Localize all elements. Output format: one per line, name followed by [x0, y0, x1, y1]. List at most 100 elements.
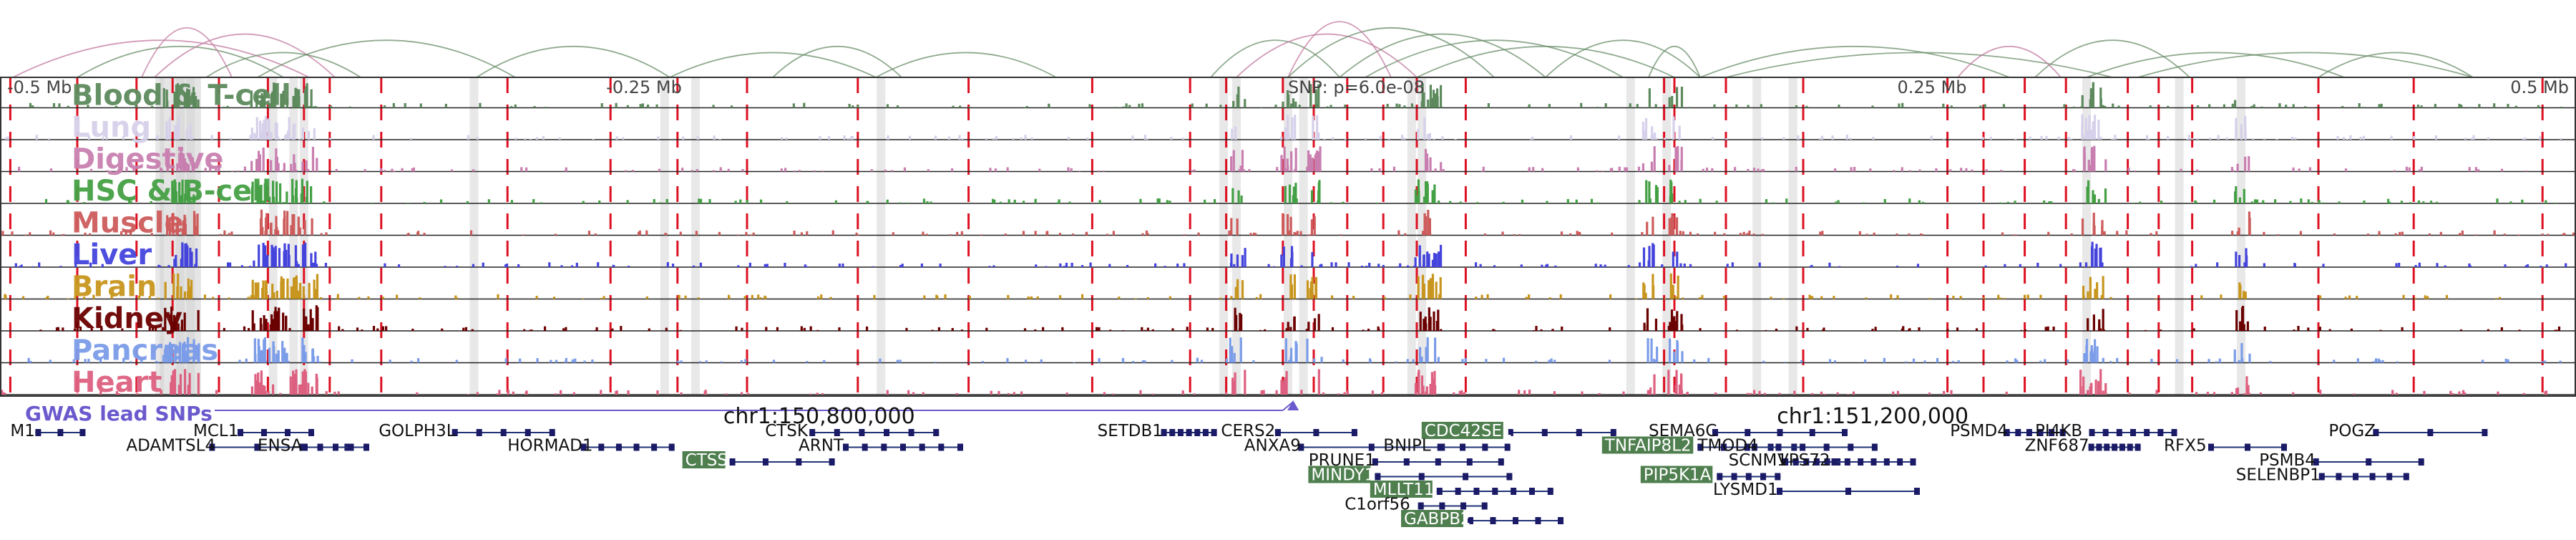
signal-bar: [373, 326, 375, 331]
signal-bar: [1674, 163, 1677, 171]
signal-bar: [1335, 262, 1337, 267]
signal-bar: [31, 266, 34, 267]
signal-bar: [1853, 392, 1855, 395]
signal-bar: [1206, 327, 1209, 331]
genomic-coordinate: chr1:150,800,000: [723, 404, 915, 429]
gene-exon: [57, 429, 63, 436]
signal-bar: [1743, 233, 1745, 236]
signal-bar: [228, 297, 230, 299]
signal-bar: [275, 181, 278, 203]
signal-bar: [1244, 248, 1246, 267]
signal-bar: [2041, 136, 2043, 140]
signal-bar: [62, 327, 64, 331]
gene-name: RFX5: [2164, 437, 2207, 455]
signal-bar: [2004, 264, 2006, 267]
signal-bar: [2469, 266, 2472, 267]
signal-bar: [841, 264, 844, 267]
gene-exon: [616, 444, 622, 451]
signal-bar: [1576, 200, 1578, 203]
signal-bar: [1318, 370, 1320, 395]
signal-bar: [326, 391, 328, 395]
gene-exon: [1460, 503, 1466, 510]
signal-bar: [301, 179, 303, 203]
signal-bar: [1081, 265, 1083, 267]
signal-bar: [1284, 186, 1287, 203]
gene-exon: [2144, 429, 2150, 436]
signal-bar: [186, 246, 188, 267]
gene: VPS72: [1777, 451, 1916, 470]
signal-bar: [2082, 386, 2084, 395]
signal-bar: [1425, 149, 1427, 171]
signal-bar: [735, 201, 737, 203]
signal-bar: [1086, 138, 1088, 140]
signal-bar: [1276, 167, 1278, 171]
signal-bar: [336, 169, 338, 172]
signal-bar: [58, 103, 60, 107]
signal-bar: [2418, 201, 2420, 203]
gene-exon: [1438, 444, 1443, 451]
signal-bar: [1648, 181, 1650, 203]
signal-bar: [482, 263, 484, 267]
signal-bar: [1653, 359, 1655, 363]
signal-bar: [705, 390, 707, 395]
signal-bar: [1014, 200, 1016, 203]
signal-bar: [1370, 360, 1372, 362]
signal-bar: [282, 312, 284, 331]
signal-bar: [156, 135, 158, 140]
signal-bar: [2176, 359, 2178, 362]
signal-bar: [2357, 358, 2359, 362]
signal-bar: [665, 233, 667, 236]
signal-bar: [592, 139, 594, 140]
signal-bar: [1950, 390, 1952, 395]
signal-bar: [698, 297, 700, 299]
gene-exon: [1745, 429, 1750, 436]
signal-bar: [1800, 360, 1802, 363]
signal-bar: [1280, 254, 1282, 267]
signal-bar: [582, 201, 585, 203]
signal-bar: [325, 232, 327, 235]
signal-bar: [2278, 103, 2280, 107]
signal-bar: [290, 377, 292, 395]
signal-bar: [2478, 104, 2480, 107]
signal-bar: [773, 360, 775, 362]
signal-bar: [817, 296, 819, 299]
signal-bar: [2436, 263, 2438, 267]
signal-bar: [1657, 187, 1659, 203]
signal-bar: [627, 390, 629, 395]
signal-bar: [2245, 130, 2247, 140]
signal-bar: [666, 199, 668, 203]
signal-bar: [1420, 170, 1423, 172]
signal-bar: [1307, 234, 1309, 235]
signal-bar: [850, 136, 852, 140]
signal-bar: [968, 107, 970, 108]
signal-bar: [1241, 280, 1244, 299]
coaccessibility-arc: [670, 52, 876, 77]
signal-bar: [394, 170, 396, 171]
signal-bar: [2472, 135, 2474, 140]
signal-bar: [50, 168, 52, 171]
signal-bar: [1747, 393, 1749, 395]
gene-exon: [1513, 517, 1518, 524]
signal-bar: [479, 103, 481, 108]
signal-bar: [2093, 132, 2095, 140]
signal-bar: [905, 328, 907, 331]
signal-bar: [1629, 103, 1631, 107]
signal-bar: [1377, 264, 1380, 267]
signal-bar: [2012, 234, 2014, 235]
signal-bar: [1138, 104, 1140, 108]
signal-bar: [2358, 103, 2361, 107]
signal-bar: [1847, 394, 1849, 395]
signal-bar: [1833, 296, 1835, 299]
signal-bar: [2231, 231, 2233, 235]
signal-bar: [1026, 106, 1028, 107]
signal-bar: [2333, 233, 2336, 236]
gene-exon: [1872, 444, 1878, 451]
gene-exon: [1169, 429, 1175, 436]
signal-bar: [265, 319, 267, 331]
signal-bar: [1287, 133, 1289, 140]
signal-bar: [693, 266, 695, 267]
signal-bar: [576, 263, 578, 267]
signal-bar: [1999, 298, 2001, 299]
gene-exon: [1884, 458, 1890, 466]
signal-bar: [997, 391, 1000, 395]
